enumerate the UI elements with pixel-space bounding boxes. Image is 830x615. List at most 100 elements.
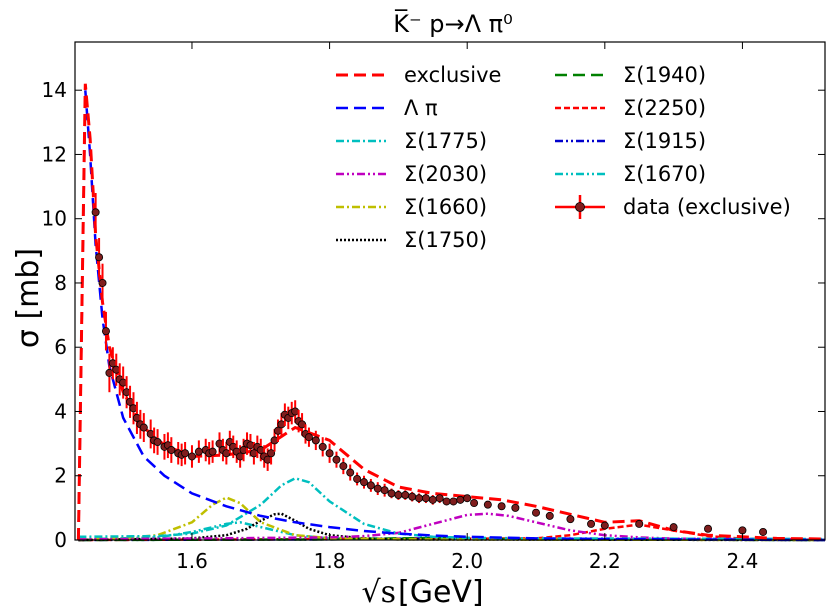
- data-point: [483, 500, 492, 509]
- series-line-s1775: [78, 476, 826, 541]
- legend-label: Σ(1775): [404, 129, 487, 153]
- data-point: [566, 515, 575, 524]
- data-point: [394, 490, 403, 500]
- legend-entry-s2250: Σ(2250): [555, 96, 706, 120]
- x-tick-label: 2.2: [589, 549, 621, 573]
- data-marker: [304, 433, 313, 442]
- data-marker: [346, 468, 355, 477]
- data-marker: [167, 446, 176, 455]
- data-point: [126, 385, 135, 418]
- legend-entry-data: data (exclusive): [555, 195, 791, 219]
- data-marker: [497, 502, 506, 511]
- data-point: [187, 445, 196, 468]
- data-point: [270, 429, 279, 452]
- x-tick-label: 2.0: [451, 549, 483, 573]
- data-point: [91, 193, 100, 232]
- data-point: [353, 472, 362, 486]
- data-point: [139, 413, 148, 443]
- data-point: [373, 482, 382, 496]
- series-line-s1660: [78, 496, 826, 542]
- data-point: [428, 495, 437, 505]
- data-point: [442, 497, 451, 506]
- data-marker: [435, 494, 444, 503]
- data-point: [359, 475, 368, 489]
- data-marker: [325, 449, 334, 458]
- data-marker: [463, 494, 472, 503]
- data-point: [669, 523, 678, 532]
- legend-label: Σ(2250): [623, 96, 706, 120]
- data-point: [408, 491, 417, 502]
- x-tick-label: 1.6: [176, 549, 208, 573]
- y-tick-label: 12: [42, 142, 67, 166]
- data-marker: [545, 511, 554, 520]
- data-marker: [456, 495, 465, 504]
- data-point: [456, 495, 465, 504]
- data-point: [311, 430, 320, 451]
- data-marker: [359, 478, 368, 487]
- data-point: [470, 499, 479, 508]
- legend-label: Σ(1940): [623, 63, 706, 87]
- data-marker: [635, 519, 644, 528]
- data-marker: [339, 462, 348, 471]
- data-point: [95, 237, 104, 277]
- data-point: [167, 437, 176, 463]
- data-marker: [267, 449, 276, 458]
- data-point: [346, 464, 355, 481]
- data-marker: [332, 455, 341, 464]
- data-marker: [311, 436, 320, 445]
- data-marker: [373, 484, 382, 493]
- data-marker: [208, 447, 217, 456]
- data-marker: [187, 452, 196, 461]
- y-tick-label: 6: [54, 335, 67, 359]
- series-line-lambda_pi: [77, 90, 826, 542]
- series-line-exclusive: [76, 83, 826, 541]
- data-marker: [421, 494, 430, 503]
- y-tick-label: 4: [54, 399, 67, 423]
- data-marker: [532, 508, 541, 517]
- data-point: [101, 311, 110, 351]
- data-marker: [387, 489, 396, 498]
- data-point: [98, 263, 107, 303]
- plot-frame: [74, 41, 826, 541]
- legend-label: Σ(1915): [623, 129, 706, 153]
- legend-entry-lambda_pi: Λ π: [336, 96, 438, 120]
- data-point: [415, 493, 424, 504]
- data-marker: [139, 423, 148, 432]
- y-tick-label: 14: [42, 78, 67, 102]
- legend-label: Σ(1750): [404, 228, 487, 252]
- data-marker: [483, 500, 492, 509]
- data-marker: [91, 208, 100, 217]
- chart-title: K̅⁻ p→Λ π⁰: [393, 9, 513, 38]
- data-marker: [415, 494, 424, 503]
- legend-entry-s2030: Σ(2030): [336, 162, 487, 186]
- data-point: [387, 488, 396, 499]
- x-axis-sqrt-label: √s: [361, 575, 396, 610]
- legend-entry-exclusive: exclusive: [336, 63, 501, 87]
- legend-entry-s1915: Σ(1915): [555, 129, 706, 153]
- data-point: [304, 427, 313, 447]
- data-point: [332, 451, 341, 468]
- data-point: [153, 429, 162, 455]
- legend-label: data (exclusive): [623, 195, 791, 219]
- data-points: [91, 193, 768, 536]
- legend-label: Λ π: [404, 96, 438, 120]
- y-tick-label: 10: [42, 207, 67, 231]
- data-marker: [98, 278, 107, 287]
- legend: exclusive Λ π Σ(1775) Σ(2030) Σ(1660) Σ(1750)…: [336, 63, 791, 252]
- data-marker: [470, 499, 479, 508]
- data-point: [545, 511, 554, 520]
- data-marker: [318, 442, 327, 451]
- x-axis-label: [GeV]: [398, 575, 484, 610]
- data-marker: [428, 495, 437, 504]
- x-tick-label: 1.8: [314, 549, 346, 573]
- data-point: [635, 519, 644, 528]
- data-marker: [401, 491, 410, 500]
- legend-label: Σ(1660): [404, 195, 487, 219]
- legend-label: Σ(2030): [404, 162, 487, 186]
- data-marker: [511, 503, 520, 512]
- data-point: [435, 493, 444, 504]
- data-point: [463, 494, 472, 503]
- data-point: [421, 493, 430, 504]
- data-point: [511, 503, 520, 512]
- legend-entry-s1660: Σ(1660): [336, 195, 487, 219]
